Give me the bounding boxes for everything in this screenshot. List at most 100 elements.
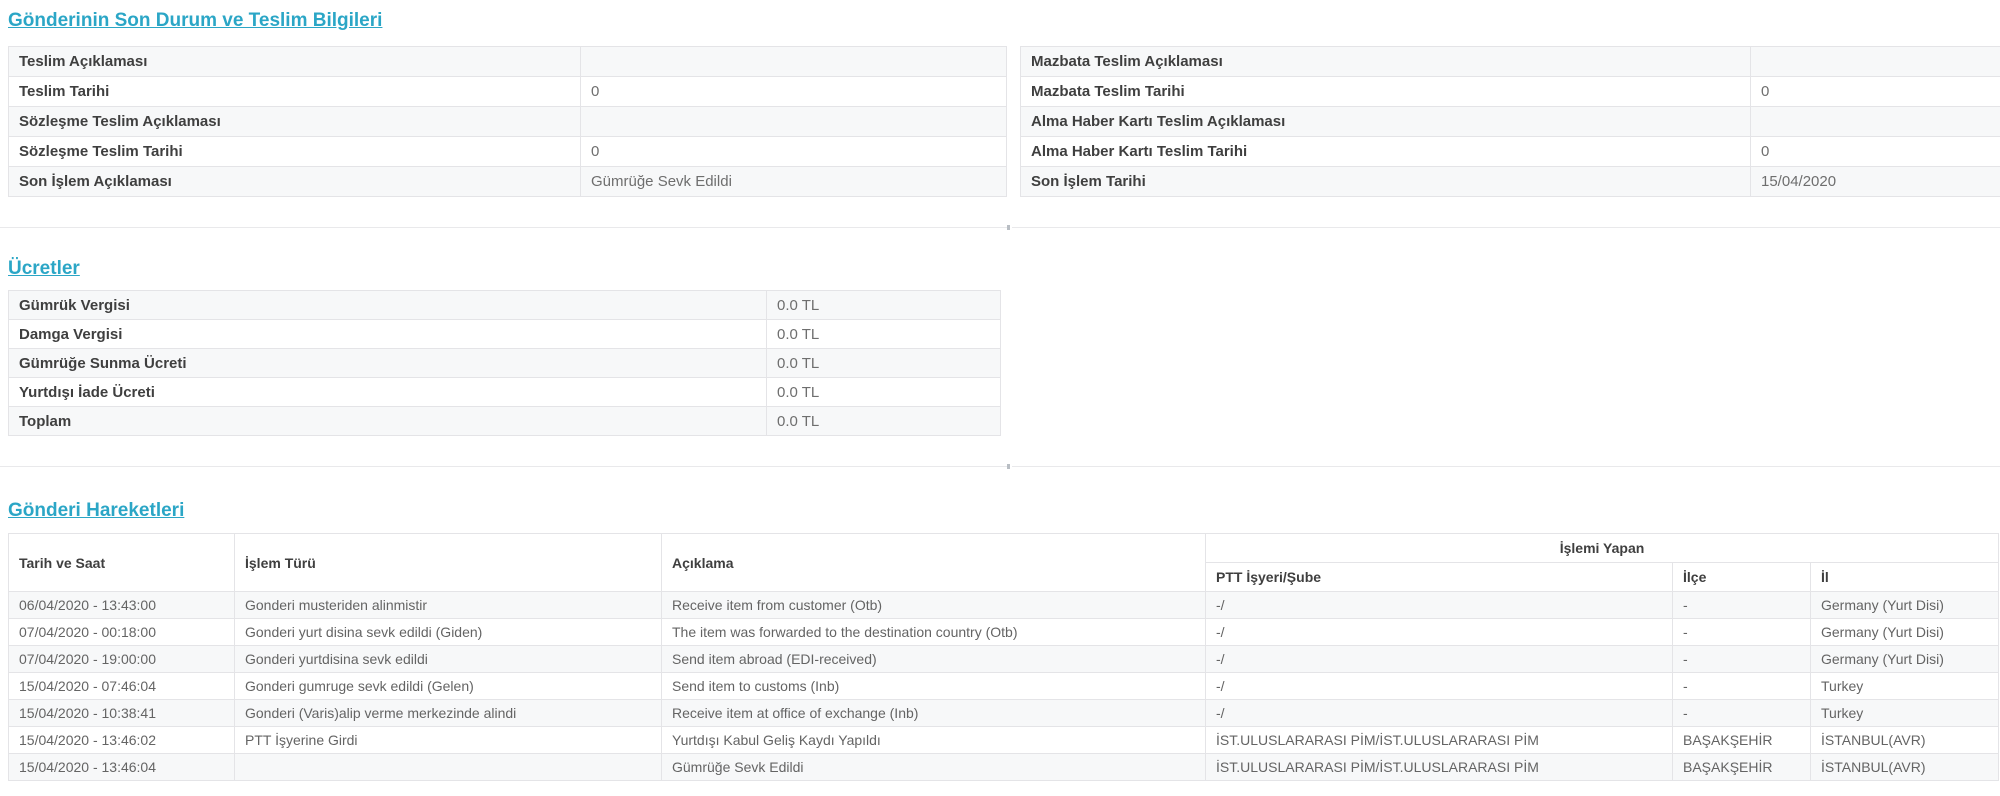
field-label: Sözleşme Teslim Açıklaması: [8, 106, 581, 137]
field-label: Alma Haber Kartı Teslim Açıklaması: [1020, 106, 1751, 137]
table-row: Damga Vergisi 0.0 TL: [8, 319, 1001, 349]
table-row: Alma Haber Kartı Teslim Açıklaması: [1020, 106, 2000, 137]
table-row: Teslim Açıklaması: [8, 46, 1007, 77]
cell-office: -/: [1205, 672, 1673, 700]
section-title-delivery-info[interactable]: Gönderinin Son Durum ve Teslim Bilgileri: [8, 10, 383, 31]
table-row: Sözleşme Teslim Açıklaması: [8, 106, 1007, 137]
movement-row: 15/04/2020 - 13:46:04 Gümrüğe Sevk Edild…: [8, 753, 2000, 781]
table-row: Mazbata Teslim Tarihi 0: [1020, 76, 2000, 107]
table-row: Son İşlem Tarihi 15/04/2020: [1020, 166, 2000, 197]
delivery-info-table-left: Teslim Açıklaması Teslim Tarihi 0 Sözleş…: [8, 46, 1007, 197]
field-value: [1750, 46, 2000, 77]
cell-datetime: 15/04/2020 - 13:46:04: [8, 753, 235, 781]
field-label: Son İşlem Tarihi: [1020, 166, 1751, 197]
field-value: 0: [580, 136, 1007, 167]
table-row: Son İşlem Açıklaması Gümrüğe Sevk Edildi: [8, 166, 1007, 197]
movement-row: 15/04/2020 - 13:46:02 PTT İşyerine Girdi…: [8, 726, 2000, 754]
cell-office: İST.ULUSLARARASI PİM/İST.ULUSLARARASI Pİ…: [1205, 726, 1673, 754]
cell-district: BAŞAKŞEHİR: [1672, 726, 1811, 754]
cell-type: [234, 753, 662, 781]
field-label: Mazbata Teslim Tarihi: [1020, 76, 1751, 107]
column-group-header-performed-by: İşlemi Yapan: [1204, 533, 2000, 563]
field-value: 0: [580, 76, 1007, 107]
cell-district: -: [1672, 645, 1811, 673]
table-row: Toplam 0.0 TL: [8, 406, 1001, 436]
cell-office: -/: [1205, 645, 1673, 673]
cell-description: Send item abroad (EDI-received): [661, 645, 1206, 673]
section-divider: [1012, 227, 2000, 228]
cell-district: -: [1672, 591, 1811, 619]
cell-type: Gonderi yurtdisina sevk edildi: [234, 645, 662, 673]
field-value: [580, 46, 1007, 77]
movement-row: 15/04/2020 - 10:38:41 Gonderi (Varis)ali…: [8, 699, 2000, 727]
cell-province: İSTANBUL(AVR): [1809, 726, 2000, 754]
cell-description: Receive item from customer (Otb): [661, 591, 1206, 619]
field-label: Son İşlem Açıklaması: [8, 166, 581, 197]
cell-office: -/: [1205, 699, 1673, 727]
table-row: Sözleşme Teslim Tarihi 0: [8, 136, 1007, 167]
cell-province: Germany (Yurt Disi): [1809, 618, 2000, 646]
fee-label: Damga Vergisi: [8, 319, 767, 349]
cell-province: Germany (Yurt Disi): [1809, 645, 2000, 673]
cell-description: Gümrüğe Sevk Edildi: [661, 753, 1206, 781]
section-title-fees[interactable]: Ücretler: [8, 258, 80, 279]
section-divider: [0, 227, 1008, 228]
field-value: Gümrüğe Sevk Edildi: [580, 166, 1007, 197]
cell-province: Germany (Yurt Disi): [1809, 591, 2000, 619]
field-label: Teslim Açıklaması: [8, 46, 581, 77]
fee-value: 0.0 TL: [766, 406, 1001, 436]
field-value: [1750, 106, 2000, 137]
cell-office: -/: [1205, 618, 1673, 646]
field-value: 0: [1750, 136, 2000, 167]
cell-datetime: 06/04/2020 - 13:43:00: [8, 591, 235, 619]
cell-type: Gonderi yurt disina sevk edildi (Giden): [234, 618, 662, 646]
divider-tick: [1007, 464, 1010, 469]
table-row: Alma Haber Kartı Teslim Tarihi 0: [1020, 136, 2000, 167]
cell-office: -/: [1205, 591, 1673, 619]
cell-datetime: 07/04/2020 - 00:18:00: [8, 618, 235, 646]
cell-district: BAŞAKŞEHİR: [1672, 753, 1811, 781]
movement-row: 07/04/2020 - 19:00:00 Gonderi yurtdisina…: [8, 645, 2000, 673]
movement-row: 06/04/2020 - 13:43:00 Gonderi musteriden…: [8, 591, 2000, 619]
cell-office: İST.ULUSLARARASI PİM/İST.ULUSLARARASI Pİ…: [1205, 753, 1673, 781]
cell-district: -: [1672, 672, 1811, 700]
field-label: Alma Haber Kartı Teslim Tarihi: [1020, 136, 1751, 167]
column-header-district: İlçe: [1672, 562, 1811, 592]
cell-description: The item was forwarded to the destinatio…: [661, 618, 1206, 646]
cell-province: Turkey: [1809, 699, 2000, 727]
column-header-office: PTT İşyeri/Şube: [1205, 562, 1673, 592]
cell-type: Gonderi gumruge sevk edildi (Gelen): [234, 672, 662, 700]
section-title-movements[interactable]: Gönderi Hareketleri: [8, 500, 185, 521]
field-label: Sözleşme Teslim Tarihi: [8, 136, 581, 167]
field-value: 15/04/2020: [1750, 166, 2000, 197]
cell-type: PTT İşyerine Girdi: [234, 726, 662, 754]
cell-datetime: 15/04/2020 - 13:46:02: [8, 726, 235, 754]
cell-datetime: 15/04/2020 - 07:46:04: [8, 672, 235, 700]
cell-province: Turkey: [1809, 672, 2000, 700]
cell-type: Gonderi musteriden alinmistir: [234, 591, 662, 619]
cell-province: İSTANBUL(AVR): [1809, 753, 2000, 781]
fee-value: 0.0 TL: [766, 377, 1001, 407]
fees-table: Gümrük Vergisi 0.0 TL Damga Vergisi 0.0 …: [8, 290, 1001, 436]
section-divider: [1012, 466, 2000, 467]
table-header-row: Tarih ve Saat İşlem Türü Açıklama İşlemi…: [8, 533, 2000, 592]
table-row: Gümrüğe Sunma Ücreti 0.0 TL: [8, 348, 1001, 378]
cell-type: Gonderi (Varis)alip verme merkezinde ali…: [234, 699, 662, 727]
table-header-row: PTT İşyeri/Şube İlçe İl: [9, 562, 2000, 592]
field-label: Mazbata Teslim Açıklaması: [1020, 46, 1751, 77]
movement-row: 07/04/2020 - 00:18:00 Gonderi yurt disin…: [8, 618, 2000, 646]
cell-description: Send item to customs (Inb): [661, 672, 1206, 700]
cell-description: Yurtdışı Kabul Geliş Kaydı Yapıldı: [661, 726, 1206, 754]
column-header-datetime: Tarih ve Saat: [8, 533, 235, 592]
cell-description: Receive item at office of exchange (Inb): [661, 699, 1206, 727]
divider-tick: [1007, 225, 1010, 230]
movement-row: 15/04/2020 - 07:46:04 Gonderi gumruge se…: [8, 672, 2000, 700]
cell-district: -: [1672, 618, 1811, 646]
field-label: Teslim Tarihi: [8, 76, 581, 107]
cell-district: -: [1672, 699, 1811, 727]
fee-label: Yurtdışı İade Ücreti: [8, 377, 767, 407]
table-row: Teslim Tarihi 0: [8, 76, 1007, 107]
cell-datetime: 15/04/2020 - 10:38:41: [8, 699, 235, 727]
fee-value: 0.0 TL: [766, 319, 1001, 349]
fee-value: 0.0 TL: [766, 290, 1001, 320]
